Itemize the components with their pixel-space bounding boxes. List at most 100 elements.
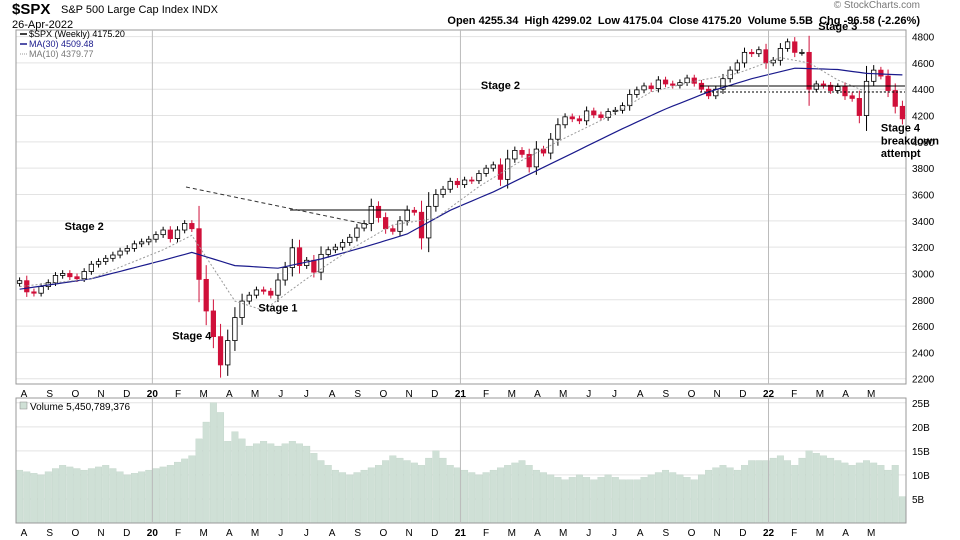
x-tick-label: M: [508, 389, 516, 400]
candle-body: [383, 217, 389, 230]
stage-annotation: Stage 3: [818, 21, 857, 33]
volume-bar: [690, 479, 698, 524]
candle: [361, 220, 367, 232]
volume-axis: 5B 10B 15B 20B 25B: [912, 399, 930, 506]
candle-body: [339, 242, 346, 248]
volume-bar: [224, 441, 232, 524]
candle-body: [16, 280, 23, 284]
x-tick-label: S: [354, 528, 361, 539]
volume-bar: [288, 441, 296, 524]
candle: [296, 239, 303, 274]
candle: [375, 201, 382, 223]
candle-body: [756, 49, 762, 55]
volume-bar: [482, 472, 490, 524]
candle: [648, 82, 654, 92]
x-tick-label: N: [714, 528, 721, 539]
candle: [583, 106, 590, 126]
candle-body: [828, 84, 834, 91]
candle: [217, 323, 224, 378]
volume-bar: [389, 455, 397, 524]
candle-body: [799, 51, 805, 54]
x-tick-label: F: [175, 389, 181, 400]
candle-body: [375, 205, 382, 218]
x-tick-label: M: [251, 389, 259, 400]
volume-bar: [755, 460, 763, 524]
candle: [260, 286, 267, 295]
x-tick-label: 20: [147, 528, 159, 539]
candle: [741, 47, 748, 68]
candle: [899, 100, 906, 125]
x-tick-label: J: [278, 528, 283, 539]
price-tick-label: 4600: [912, 59, 935, 70]
candle-body: [835, 86, 841, 91]
candle: [289, 238, 295, 277]
volume-bar: [274, 445, 282, 524]
x-tick-label: D: [123, 528, 130, 539]
candle-body: [899, 105, 906, 120]
price-tick-label: 4200: [912, 112, 935, 123]
volume-bar: [360, 469, 368, 524]
volume-bar: [439, 457, 447, 524]
candle-body: [95, 261, 102, 265]
stage-annotations: Stage 2 Stage 4 Stage 1 Stage 2 Stage 3 Stage…: [65, 21, 940, 342]
candle: [390, 225, 396, 235]
candle-body: [885, 75, 891, 91]
candle: [153, 231, 159, 243]
volume-bar: [109, 468, 117, 524]
candle-body: [540, 148, 547, 154]
candle-body: [720, 78, 726, 90]
candle-body: [612, 109, 618, 112]
volume-bar: [403, 460, 411, 524]
volume-bar: [453, 467, 461, 524]
symbol-title: $SPX: [12, 1, 51, 18]
volume-legend-label: Volume 5,450,789,376: [30, 402, 131, 413]
volume-bar: [102, 465, 110, 524]
candle-body: [476, 173, 482, 182]
candle-body: [60, 273, 66, 276]
x-tick-label: F: [791, 528, 797, 539]
candle-body: [296, 247, 303, 266]
volume-bar: [66, 466, 74, 524]
volume-bar: [181, 458, 189, 524]
candle-body: [361, 223, 367, 229]
x-tick-label: M: [508, 528, 516, 539]
candle-body: [347, 236, 353, 243]
candle-body: [411, 209, 417, 213]
volume-bar: [116, 471, 124, 524]
candle-body: [103, 257, 109, 263]
candle: [670, 80, 676, 89]
candle: [138, 238, 145, 248]
volume-bar: [669, 472, 677, 524]
candle-body: [497, 164, 504, 180]
candle: [433, 189, 439, 212]
volume-bar: [583, 477, 591, 524]
volume-bar: [87, 468, 95, 524]
candle: [347, 233, 353, 246]
x-tick-label: M: [816, 389, 824, 400]
candle-body: [856, 98, 862, 116]
candle-body: [627, 94, 633, 107]
low-label: Low: [597, 15, 620, 27]
volume-bar: [575, 474, 583, 524]
price-tick-label: 2400: [912, 348, 935, 359]
trendline-dashed: [185, 186, 371, 226]
volume-bar: [489, 469, 497, 524]
candle: [268, 287, 274, 299]
candle-body: [390, 228, 396, 232]
candle: [734, 59, 740, 74]
volume-bar: [382, 460, 390, 524]
chart-date: 26-Apr-2022: [12, 19, 74, 31]
open-value: 4255.34: [478, 15, 519, 27]
x-tick-label: S: [46, 389, 53, 400]
candle: [67, 270, 73, 281]
candle-body: [397, 220, 403, 232]
volume-bar: [712, 467, 720, 524]
volume-bar: [209, 402, 217, 524]
candle-body: [619, 105, 626, 111]
candle: [569, 113, 575, 123]
candle: [598, 111, 604, 121]
exchange-text: INDX: [191, 4, 218, 16]
x-tick-label: M: [867, 389, 875, 400]
candle: [232, 307, 238, 351]
